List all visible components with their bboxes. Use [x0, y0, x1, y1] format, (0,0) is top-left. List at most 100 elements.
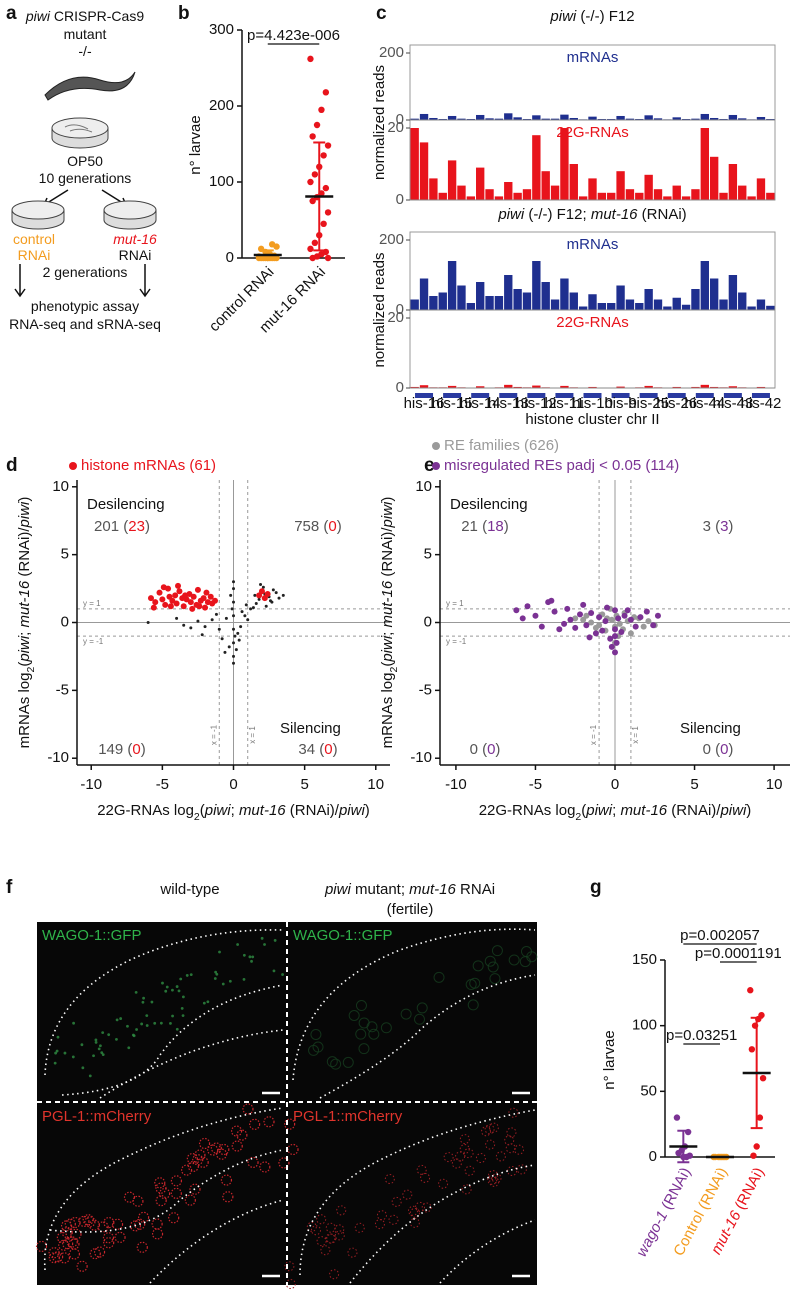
text-part: 0: [132, 741, 140, 758]
cell: [181, 995, 185, 999]
data-point: [230, 607, 234, 611]
reference-label: y = 1: [83, 599, 101, 608]
channel-label: WAGO-1::GFP: [42, 927, 141, 944]
data-point: [759, 1075, 767, 1082]
coverage-bar: [644, 115, 653, 120]
cell: [242, 953, 246, 957]
track-label: 22G-RNAs: [556, 314, 629, 331]
cell: [76, 1260, 88, 1272]
reference-label: x = -1: [209, 724, 218, 745]
coverage-bar: [476, 114, 485, 120]
cell: [185, 974, 189, 977]
cell: [68, 1248, 81, 1260]
cell: [159, 1021, 163, 1025]
cell: [177, 989, 181, 993]
cell: [420, 1172, 431, 1183]
coverage-bar: [635, 118, 644, 120]
data-point: [233, 634, 237, 638]
coverage-bar: [644, 289, 653, 310]
cell: [489, 973, 501, 985]
coverage-bar: [644, 385, 653, 388]
cell: [213, 977, 217, 980]
gene-label: his-25: [628, 395, 669, 412]
text-part: 0 (: [703, 741, 721, 758]
y-axis-label: n° larvae: [601, 1030, 618, 1089]
text-part: (: [200, 802, 205, 819]
quadrant-title: Silencing: [680, 720, 741, 737]
cell: [126, 1024, 129, 1028]
y-tick-label: 0: [396, 301, 404, 318]
cell: [151, 1228, 164, 1240]
cell: [129, 1220, 142, 1232]
cell: [250, 959, 253, 963]
coverage-bar: [419, 142, 429, 200]
cell: [384, 1174, 395, 1185]
text-part: mut-16: [708, 1208, 745, 1258]
cell: [263, 1116, 275, 1128]
data-point: [261, 585, 265, 589]
coverage-bar: [644, 174, 653, 200]
gene-box: [471, 393, 490, 398]
cell: [169, 1021, 172, 1025]
data-point: [309, 254, 316, 262]
y-tick-label: 10: [52, 478, 69, 495]
cell: [355, 1028, 367, 1040]
cell: [202, 1001, 206, 1005]
data-point: [309, 197, 316, 205]
coverage-bar: [681, 304, 691, 310]
cell: [218, 1143, 230, 1156]
coverage-bar: [625, 299, 635, 310]
coverage-bar: [588, 116, 597, 120]
data-point: [564, 605, 571, 612]
cell: [260, 936, 264, 940]
coverage-bar: [653, 189, 663, 200]
data-point: [232, 587, 235, 591]
data-point: [200, 595, 207, 602]
coverage-bar: [691, 189, 700, 200]
cell: [84, 1216, 96, 1228]
data-point: [160, 584, 167, 591]
gene-label: his-15: [432, 395, 473, 412]
diagram-text: phenotypic assay: [31, 298, 139, 314]
data-point: [227, 645, 231, 649]
data-point: [234, 648, 238, 652]
cell: [100, 1051, 104, 1055]
data-point: [583, 622, 590, 629]
panel-label: c: [376, 3, 387, 24]
chart-title: piwi (-/-) F12; mut-16 (RNAi): [497, 206, 686, 223]
panel-label: b: [178, 3, 190, 24]
x-tick-label: 10: [367, 776, 384, 793]
gene-box: [639, 393, 658, 398]
x-tick-label: 5: [690, 776, 698, 793]
coverage-bar: [513, 192, 522, 200]
quadrant-count: 0 (0): [703, 741, 734, 758]
text-part: piwi: [324, 881, 352, 898]
data-point: [592, 630, 599, 637]
cell: [88, 1074, 92, 1078]
diagram-text: mutant: [64, 26, 107, 42]
cell: [216, 1148, 228, 1160]
cell: [463, 1148, 474, 1159]
cell: [491, 1173, 502, 1184]
data-point: [583, 612, 590, 619]
cell: [180, 1006, 184, 1010]
cell: [165, 985, 169, 989]
coverage-bar: [672, 117, 681, 120]
coverage-bar: [663, 306, 672, 310]
arrow: [14, 264, 151, 298]
cell: [119, 1017, 123, 1020]
data-point: [260, 254, 267, 262]
data-point: [224, 616, 228, 620]
cell: [78, 1215, 90, 1227]
cell: [197, 1156, 209, 1168]
data-point: [220, 637, 224, 641]
diagram-text: RNAi: [119, 247, 152, 263]
data-point: [243, 614, 247, 618]
data-point: [645, 618, 652, 625]
cell: [368, 1028, 380, 1040]
cell: [433, 971, 445, 983]
cell: [221, 982, 225, 986]
cell: [60, 1220, 73, 1232]
cell: [154, 1177, 166, 1189]
data-point: [615, 615, 622, 622]
